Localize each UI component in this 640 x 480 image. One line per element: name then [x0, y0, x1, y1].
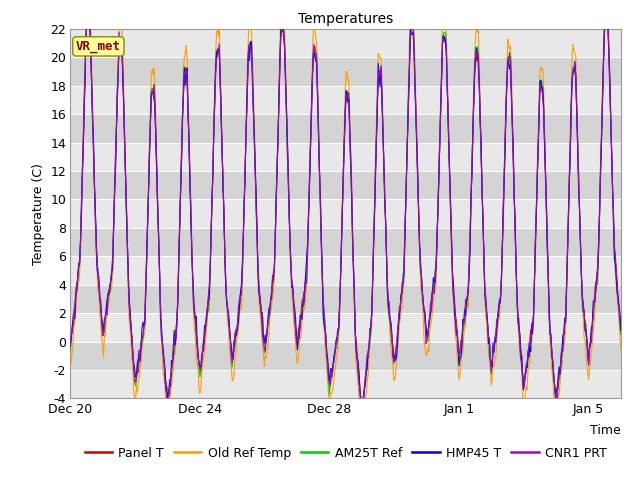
Old Ref Temp: [392, 372, 399, 378]
Old Ref Temp: [617, 346, 625, 351]
Bar: [70, 171, 621, 199]
AM25T Ref: [165, 390, 173, 396]
CNR1 PRT: [483, 311, 490, 316]
CNR1 PRT: [209, 175, 217, 181]
AM25T Ref: [209, 173, 217, 179]
Old Ref Temp: [165, 415, 173, 420]
Old Ref Temp: [209, 171, 217, 177]
Text: Time: Time: [590, 424, 621, 437]
Line: AM25T Ref: AM25T Ref: [70, 12, 621, 416]
CNR1 PRT: [165, 393, 173, 398]
Bar: [70, 57, 621, 85]
HMP45 T: [358, 410, 365, 416]
HMP45 T: [602, 10, 610, 15]
AM25T Ref: [317, 198, 324, 204]
AM25T Ref: [83, 9, 91, 14]
Bar: [70, 285, 621, 313]
CNR1 PRT: [358, 410, 365, 416]
Old Ref Temp: [482, 311, 490, 316]
Y-axis label: Temperature (C): Temperature (C): [32, 163, 45, 264]
Old Ref Temp: [67, 363, 74, 369]
HMP45 T: [316, 167, 323, 172]
Panel T: [85, 8, 93, 14]
Bar: [70, 256, 621, 285]
HMP45 T: [435, 178, 443, 183]
Bar: [70, 228, 621, 256]
Old Ref Temp: [435, 164, 443, 170]
AM25T Ref: [393, 342, 401, 348]
AM25T Ref: [436, 136, 444, 142]
CNR1 PRT: [617, 320, 625, 325]
Legend: Panel T, Old Ref Temp, AM25T Ref, HMP45 T, CNR1 PRT: Panel T, Old Ref Temp, AM25T Ref, HMP45 …: [79, 442, 612, 465]
Old Ref Temp: [317, 194, 324, 200]
AM25T Ref: [617, 332, 625, 337]
AM25T Ref: [67, 348, 74, 354]
Old Ref Temp: [164, 432, 172, 437]
Panel T: [393, 341, 401, 347]
CNR1 PRT: [83, 6, 91, 12]
CNR1 PRT: [317, 206, 324, 212]
Line: CNR1 PRT: CNR1 PRT: [70, 9, 621, 413]
Panel T: [617, 324, 625, 330]
Panel T: [483, 307, 490, 313]
Panel T: [436, 138, 444, 144]
Line: Panel T: Panel T: [70, 11, 621, 410]
Line: Old Ref Temp: Old Ref Temp: [70, 0, 621, 434]
Title: Temperatures: Temperatures: [298, 12, 393, 26]
Bar: [70, 342, 621, 370]
Panel T: [165, 389, 173, 395]
HMP45 T: [208, 198, 216, 204]
Bar: [70, 114, 621, 143]
HMP45 T: [164, 401, 172, 407]
Bar: [70, 29, 621, 57]
AM25T Ref: [358, 413, 365, 419]
Panel T: [317, 194, 324, 200]
AM25T Ref: [483, 312, 490, 318]
Bar: [70, 370, 621, 398]
Panel T: [67, 341, 74, 347]
HMP45 T: [67, 343, 74, 349]
CNR1 PRT: [393, 345, 401, 351]
CNR1 PRT: [436, 136, 444, 142]
Panel T: [358, 408, 365, 413]
Text: VR_met: VR_met: [76, 40, 121, 53]
CNR1 PRT: [67, 342, 74, 348]
Line: HMP45 T: HMP45 T: [70, 12, 621, 413]
Bar: [70, 313, 621, 342]
Bar: [70, 199, 621, 228]
Bar: [70, 143, 621, 171]
HMP45 T: [617, 327, 625, 333]
Bar: [70, 85, 621, 114]
HMP45 T: [482, 299, 490, 305]
HMP45 T: [392, 358, 399, 363]
Panel T: [209, 172, 217, 178]
